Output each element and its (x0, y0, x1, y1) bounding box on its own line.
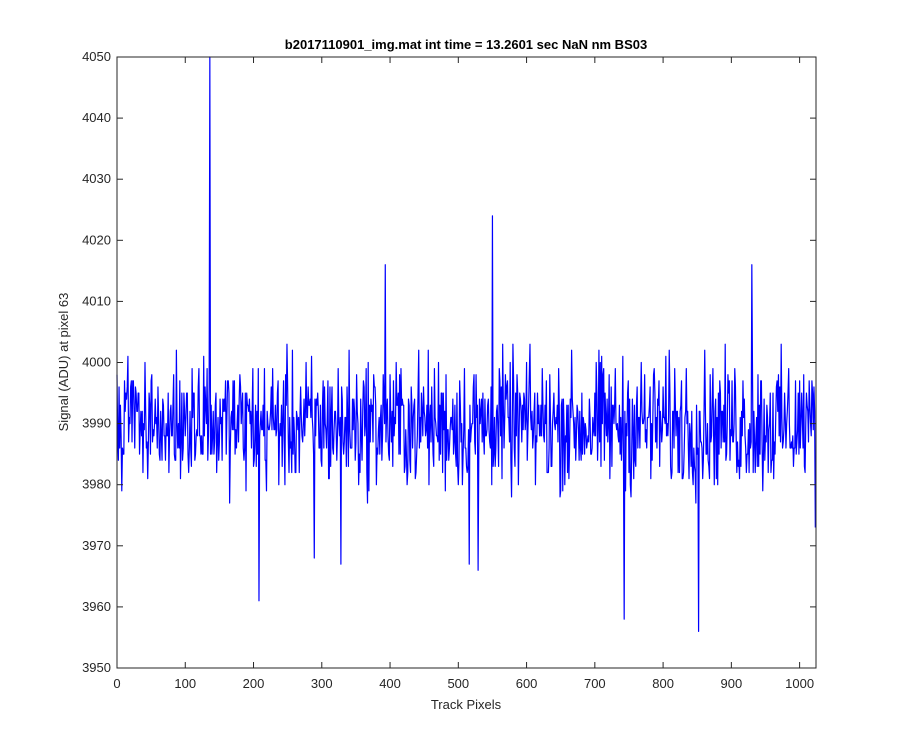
y-tick-label: 4010 (82, 293, 111, 308)
y-tick-label: 4030 (82, 171, 111, 186)
x-tick-label: 700 (584, 676, 606, 691)
x-tick-label: 200 (243, 676, 265, 691)
x-tick-label: 400 (379, 676, 401, 691)
y-tick-label: 3970 (82, 538, 111, 553)
x-tick-label: 600 (516, 676, 538, 691)
y-tick-label: 3990 (82, 416, 111, 431)
series-line (116, 56, 816, 632)
x-tick-label: 900 (721, 676, 743, 691)
y-tick-label: 3960 (82, 599, 111, 614)
y-tick-label: 4020 (82, 232, 111, 247)
y-tick-label: 3950 (82, 660, 111, 675)
x-axis: 0 100 200 300 400 500 600 700 800 900 1000 (113, 57, 814, 691)
x-tick-label: 800 (652, 676, 674, 691)
x-tick-label: 300 (311, 676, 333, 691)
x-tick-label: 500 (447, 676, 469, 691)
plot-area (117, 57, 816, 668)
x-tick-label: 0 (113, 676, 120, 691)
y-tick-label: 4000 (82, 355, 111, 370)
chart-title: b2017110901_img.mat int time = 13.2601 s… (285, 37, 647, 52)
y-axis: 3950 3960 3970 3980 3990 4000 4010 4020 4030 4040… (82, 49, 816, 675)
y-axis-label: Signal (ADU) at pixel 63 (56, 293, 71, 432)
y-tick-label: 4050 (82, 49, 111, 64)
y-tick-label: 3980 (82, 477, 111, 492)
series-group (116, 56, 816, 632)
x-tick-label: 100 (174, 676, 196, 691)
y-tick-label: 4040 (82, 110, 111, 125)
x-tick-label: 1000 (785, 676, 814, 691)
x-axis-label: Track Pixels (431, 697, 502, 712)
